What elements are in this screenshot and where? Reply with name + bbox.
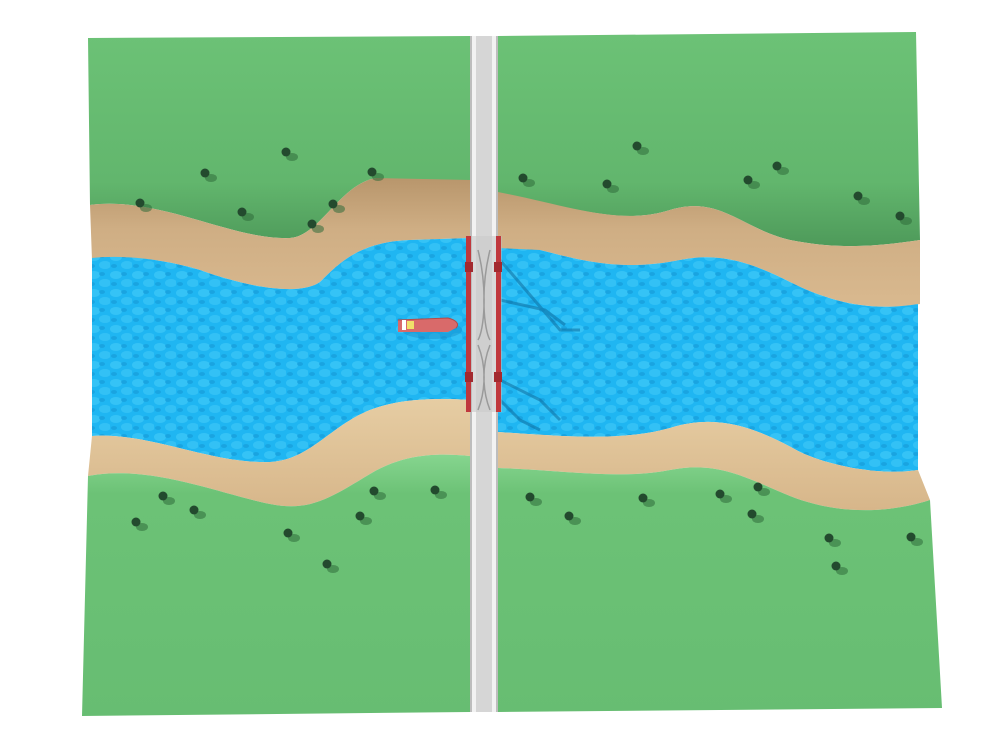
trees xyxy=(131,141,923,575)
south-sand-bank xyxy=(88,399,930,511)
bridge-icon xyxy=(465,236,502,412)
tree-icon xyxy=(853,191,870,205)
river-water xyxy=(92,238,918,472)
tree-icon xyxy=(131,517,148,531)
tree-icon xyxy=(369,486,386,500)
tree-icon xyxy=(355,511,372,525)
boat-icon xyxy=(397,317,462,339)
tree-icon xyxy=(200,168,217,182)
tree-icon xyxy=(518,173,535,187)
tree-icon xyxy=(283,528,300,542)
tree-icon xyxy=(322,559,339,573)
tree-icon xyxy=(715,489,732,503)
tree-icon xyxy=(743,175,760,189)
south-grass-bank xyxy=(82,454,942,716)
tree-icon xyxy=(328,199,345,213)
tree-icon xyxy=(747,509,764,523)
tree-icon xyxy=(189,505,206,519)
tree-icon xyxy=(831,561,848,575)
tree-icon xyxy=(638,493,655,507)
bridge-shadow xyxy=(498,259,580,432)
tree-icon xyxy=(135,198,152,212)
north-grass-bank xyxy=(88,32,920,247)
tree-icon xyxy=(895,211,912,225)
tree-icon xyxy=(824,533,841,547)
tree-icon xyxy=(632,141,649,155)
tree-icon xyxy=(906,532,923,546)
tree-icon xyxy=(237,207,254,221)
tree-icon xyxy=(367,167,384,181)
tree-icon xyxy=(753,482,770,496)
tree-icon xyxy=(602,179,619,193)
north-sand-bank xyxy=(90,178,920,307)
tree-icon xyxy=(525,492,542,506)
tree-icon xyxy=(772,161,789,175)
tree-icon xyxy=(307,219,324,233)
tree-icon xyxy=(430,485,447,499)
tree-icon xyxy=(281,147,298,161)
tree-icon xyxy=(158,491,175,505)
tree-icon xyxy=(564,511,581,525)
